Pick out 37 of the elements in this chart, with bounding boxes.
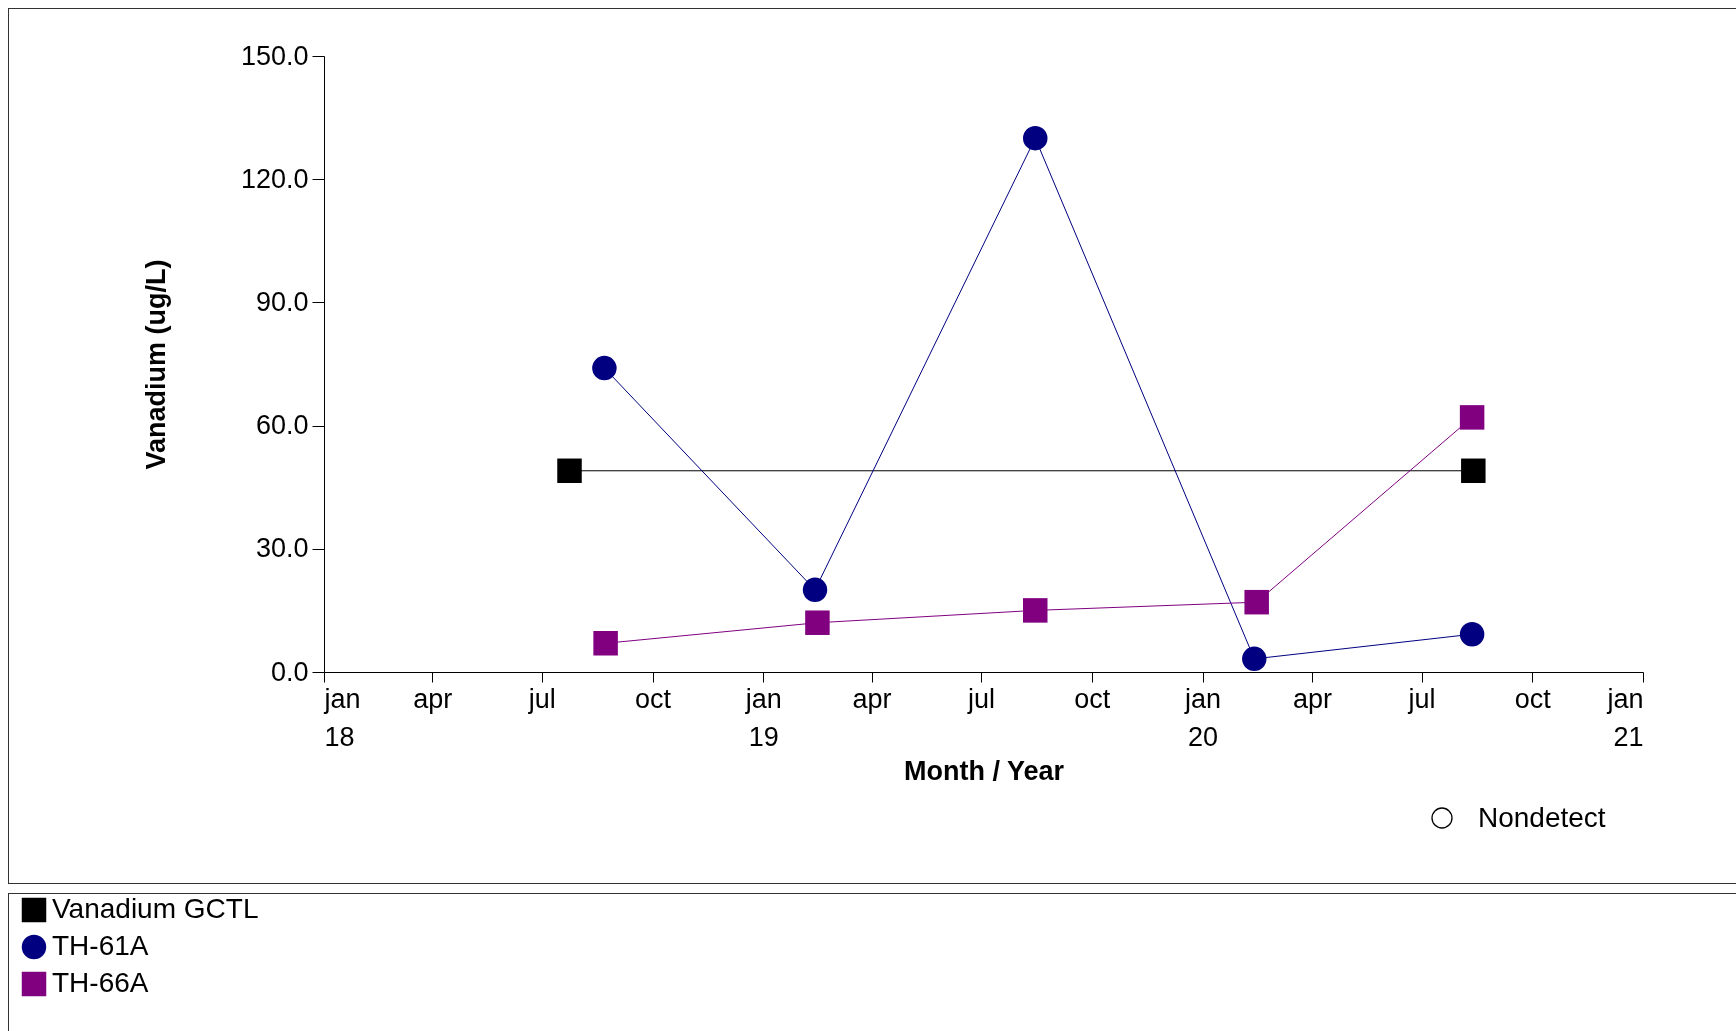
y-tick-label: 30.0 — [255, 533, 309, 564]
x-tick-label: jul — [967, 683, 996, 714]
point — [1461, 458, 1486, 484]
point — [557, 458, 582, 484]
x-tick-label: oct — [1074, 683, 1111, 714]
x-tick-label: jan 18 — [323, 683, 361, 752]
point — [1023, 125, 1048, 151]
x-tick-label: jul — [527, 683, 556, 714]
point — [592, 355, 617, 381]
y-tick-label: 120.0 — [240, 163, 309, 194]
text: Nondetect — [1478, 802, 1606, 834]
x-tick-label: oct — [1514, 683, 1552, 714]
point — [1242, 646, 1267, 672]
legend-label: TH-66A — [52, 967, 149, 998]
x-tick-label: apr — [852, 683, 892, 714]
point — [1459, 405, 1485, 430]
point — [1023, 598, 1048, 623]
point — [802, 577, 828, 603]
y-axis-title: Vanadium (ug/L) — [140, 259, 171, 470]
y-tick-label: 150.0 — [240, 40, 309, 71]
legend-label: Vanadium GCTL — [52, 893, 259, 924]
x-tick-label: jul — [1407, 683, 1436, 714]
legend-label: TH-61A — [52, 930, 149, 961]
y-tick-label: 90.0 — [255, 286, 309, 317]
x-tick-label: jan 21 — [1606, 683, 1644, 752]
x-axis-title: Month / Year — [903, 755, 1065, 786]
x-tick-label: apr — [413, 683, 453, 714]
x-tick-label: oct — [635, 683, 672, 714]
point — [1459, 622, 1485, 647]
point — [593, 631, 618, 656]
y-tick-label: 60.0 — [255, 410, 309, 441]
x-tick-label: jan 20 — [1184, 683, 1222, 752]
y-tick-label: 0.0 — [270, 656, 309, 687]
x-tick-label: jan 19 — [744, 683, 782, 752]
point — [805, 610, 830, 635]
point — [1244, 589, 1269, 615]
x-tick-label: apr — [1293, 683, 1333, 714]
